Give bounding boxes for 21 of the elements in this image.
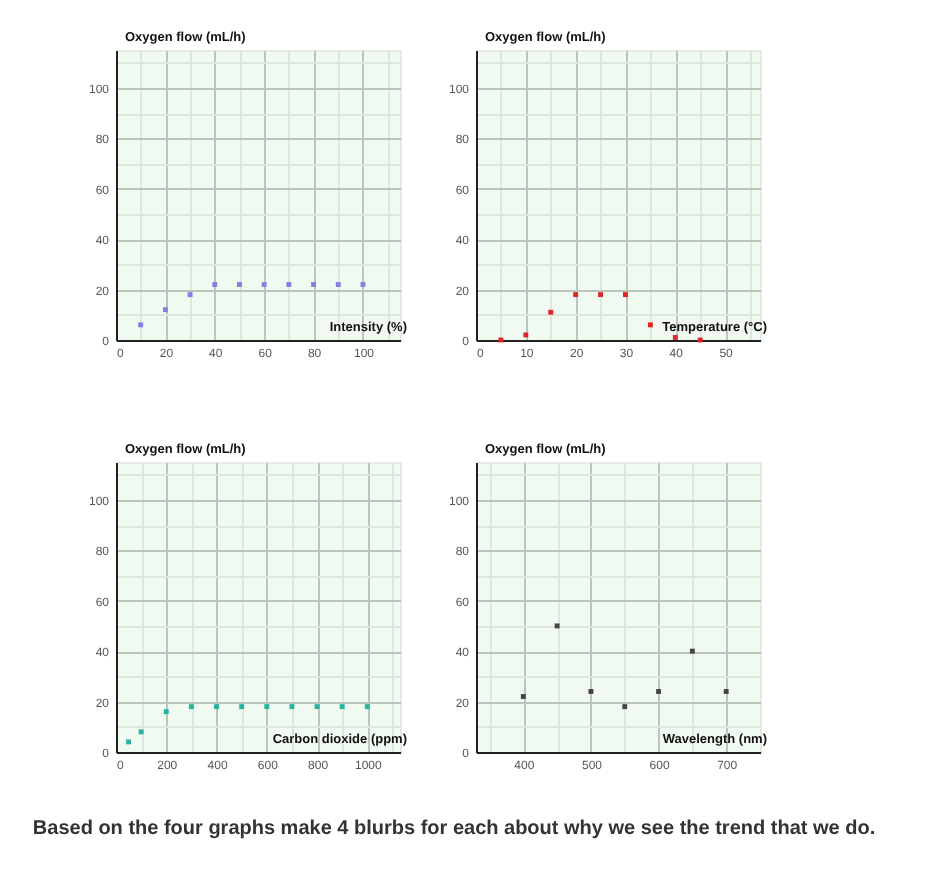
point [598, 292, 604, 298]
point [264, 704, 270, 710]
point [162, 307, 168, 313]
point [622, 704, 628, 710]
point [314, 704, 320, 710]
point [187, 292, 193, 298]
point [339, 704, 345, 710]
text: Based on the four graphs make 4 blurbs for each about why we see the trend that we do. [32, 818, 876, 840]
point [163, 709, 169, 715]
point [126, 739, 132, 745]
point [647, 322, 653, 328]
point [364, 704, 370, 710]
point [188, 704, 194, 710]
point [239, 704, 245, 710]
point [554, 623, 560, 629]
point [138, 322, 144, 328]
point [548, 309, 554, 315]
point [289, 704, 295, 710]
point [573, 292, 579, 298]
point [138, 729, 144, 735]
point [689, 648, 695, 654]
